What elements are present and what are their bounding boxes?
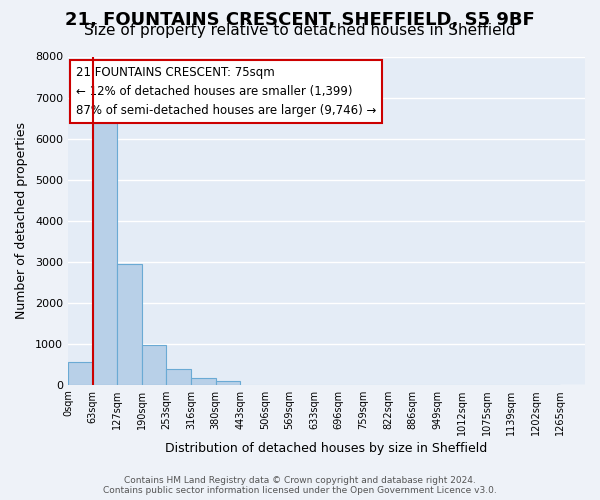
Text: Contains HM Land Registry data © Crown copyright and database right 2024.
Contai: Contains HM Land Registry data © Crown c… <box>103 476 497 495</box>
Bar <box>166 369 191 384</box>
Bar <box>92 123 117 384</box>
Bar <box>215 381 240 384</box>
Y-axis label: Number of detached properties: Number of detached properties <box>15 122 28 319</box>
Text: 21, FOUNTAINS CRESCENT, SHEFFIELD, S5 9BF: 21, FOUNTAINS CRESCENT, SHEFFIELD, S5 9B… <box>65 12 535 30</box>
Bar <box>191 378 215 384</box>
Bar <box>117 264 142 384</box>
Text: 21 FOUNTAINS CRESCENT: 75sqm
← 12% of detached houses are smaller (1,399)
87% of: 21 FOUNTAINS CRESCENT: 75sqm ← 12% of de… <box>76 66 376 118</box>
X-axis label: Distribution of detached houses by size in Sheffield: Distribution of detached houses by size … <box>166 442 488 455</box>
Bar <box>142 345 166 385</box>
Bar <box>68 362 92 384</box>
Text: Size of property relative to detached houses in Sheffield: Size of property relative to detached ho… <box>84 24 516 38</box>
